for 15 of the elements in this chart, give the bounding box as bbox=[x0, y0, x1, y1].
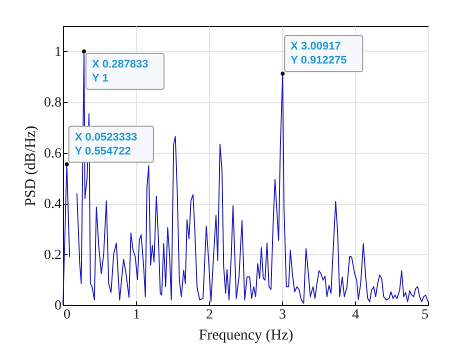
x-tick-label: 3 bbox=[279, 308, 286, 322]
y-tick-label: 1 bbox=[54, 44, 62, 60]
y-tick-label: 0.8 bbox=[44, 96, 62, 111]
annotation: X 0.287833 Y 1 bbox=[92, 58, 148, 84]
x-tick-label: 2 bbox=[206, 308, 213, 322]
y-axis-title: PSD (dB/Hz) bbox=[23, 126, 39, 206]
x-tick-label: 1 bbox=[133, 308, 140, 322]
x-tick-label: 5 bbox=[422, 308, 428, 322]
annotation: X 0.0523333 Y 0.554722 bbox=[74, 131, 138, 158]
x-axis-title: Frequency (Hz) bbox=[198, 328, 294, 344]
y-tick-label: 0.6 bbox=[44, 146, 62, 162]
y-tick-label: 0.2 bbox=[44, 248, 62, 263]
annotation: X 3.00917 Y 0.912275 bbox=[290, 40, 347, 67]
x-tick-label: 4 bbox=[352, 308, 359, 322]
y-tick-label: 0.4 bbox=[44, 197, 62, 212]
